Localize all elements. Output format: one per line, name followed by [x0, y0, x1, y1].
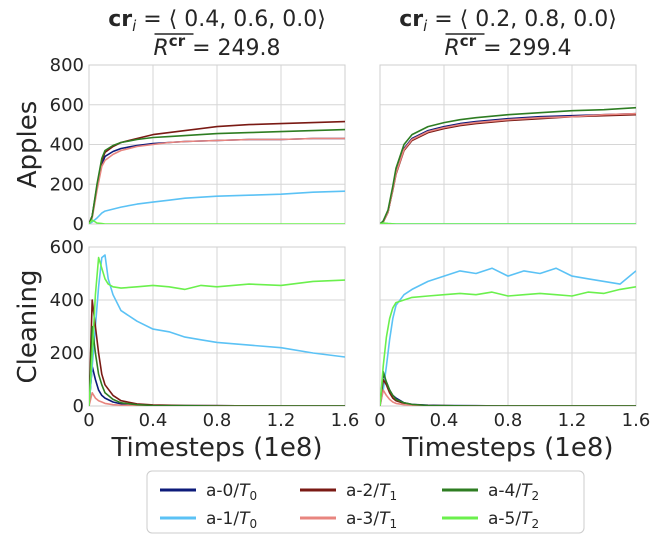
legend-label: a-1/T0 [206, 509, 257, 531]
y-axis-label: Apples [13, 101, 43, 189]
x-tick-label: 0.4 [430, 410, 459, 431]
legend-label: a-2/T1 [346, 481, 397, 503]
series-line-a-4-T2 [380, 106, 636, 224]
series-line-a-1-T0 [380, 267, 636, 406]
subplot-0-0: 0 200 400 600 800 Apples [13, 55, 346, 235]
series-line-a-5-T2 [89, 219, 345, 224]
y-tick-label: 200 [50, 343, 84, 364]
series-line-a-5-T2 [380, 222, 636, 224]
panel-1-title-line2: Rcr = 299.4 [445, 32, 572, 61]
x-tick-label: 1.2 [558, 410, 587, 431]
x-tick-label: 0.4 [139, 410, 168, 431]
svg-text:Rcr = 299.4: Rcr = 299.4 [445, 32, 572, 61]
y-tick-label: 600 [50, 237, 84, 258]
x-tick-label: 0 [374, 410, 385, 431]
y-tick-label: 400 [50, 290, 84, 311]
series-line-a-1-T0 [89, 190, 345, 224]
x-tick-label: 0.8 [494, 410, 523, 431]
series-line-a-1-T0 [89, 254, 345, 406]
panel-0-title-line2: Rcr = 249.8 [154, 32, 281, 61]
y-tick-label: 200 [50, 174, 84, 195]
subplot-1-1: 0 0.4 0.8 1.2 1.6 [374, 246, 651, 431]
legend-label: a-4/T2 [488, 481, 539, 503]
legend-label: a-3/T1 [346, 509, 397, 531]
y-tick-label: 400 [50, 135, 84, 156]
series-line-a-3-T1 [89, 391, 345, 406]
legend-label: a-0/T0 [206, 481, 257, 503]
y-tick-label: 0 [73, 396, 84, 417]
series-line-a-5-T2 [89, 256, 345, 406]
x-axis-label-0: Timesteps (1e8) [110, 433, 322, 463]
y-axis-label: Cleaning [13, 270, 43, 384]
x-axis-label-1: Timesteps (1e8) [401, 433, 613, 463]
y-tick-label: 800 [50, 55, 84, 76]
panel-1-title-line1: cri = ⟨ 0.2, 0.8, 0.0⟩ [399, 7, 617, 35]
svg-text:Rcr = 249.8: Rcr = 249.8 [154, 32, 281, 61]
legend-label: a-5/T2 [488, 509, 539, 531]
x-tick-label: 1.6 [622, 410, 651, 431]
series-line-a-5-T2 [380, 286, 636, 406]
series-line-a-3-T1 [380, 389, 636, 406]
series-line-a-4-T2 [89, 128, 345, 224]
legend: a-0/T0 a-1/T0 a-2/T1 a-3/T1 a-4/T2 a-5/T2 [146, 470, 585, 534]
x-tick-label: 1.2 [267, 410, 296, 431]
series-line-a-4-T2 [380, 370, 636, 406]
x-tick-label: 0.8 [203, 410, 232, 431]
series-line-a-3-T1 [89, 137, 345, 224]
panel-0-title-line1: cri = ⟨ 0.4, 0.6, 0.0⟩ [108, 7, 326, 35]
y-tick-label: 600 [50, 95, 84, 116]
subplot-1-0 [379, 64, 637, 225]
y-tick-label: 0 [73, 214, 84, 235]
x-tick-label: 1.6 [331, 410, 360, 431]
subplot-0-1: 0 200 400 600 0 0.4 0.8 1.2 1.6 Cleaning [13, 237, 359, 431]
series-line-a-4-T2 [89, 325, 345, 406]
x-tick-label: 0 [83, 410, 94, 431]
